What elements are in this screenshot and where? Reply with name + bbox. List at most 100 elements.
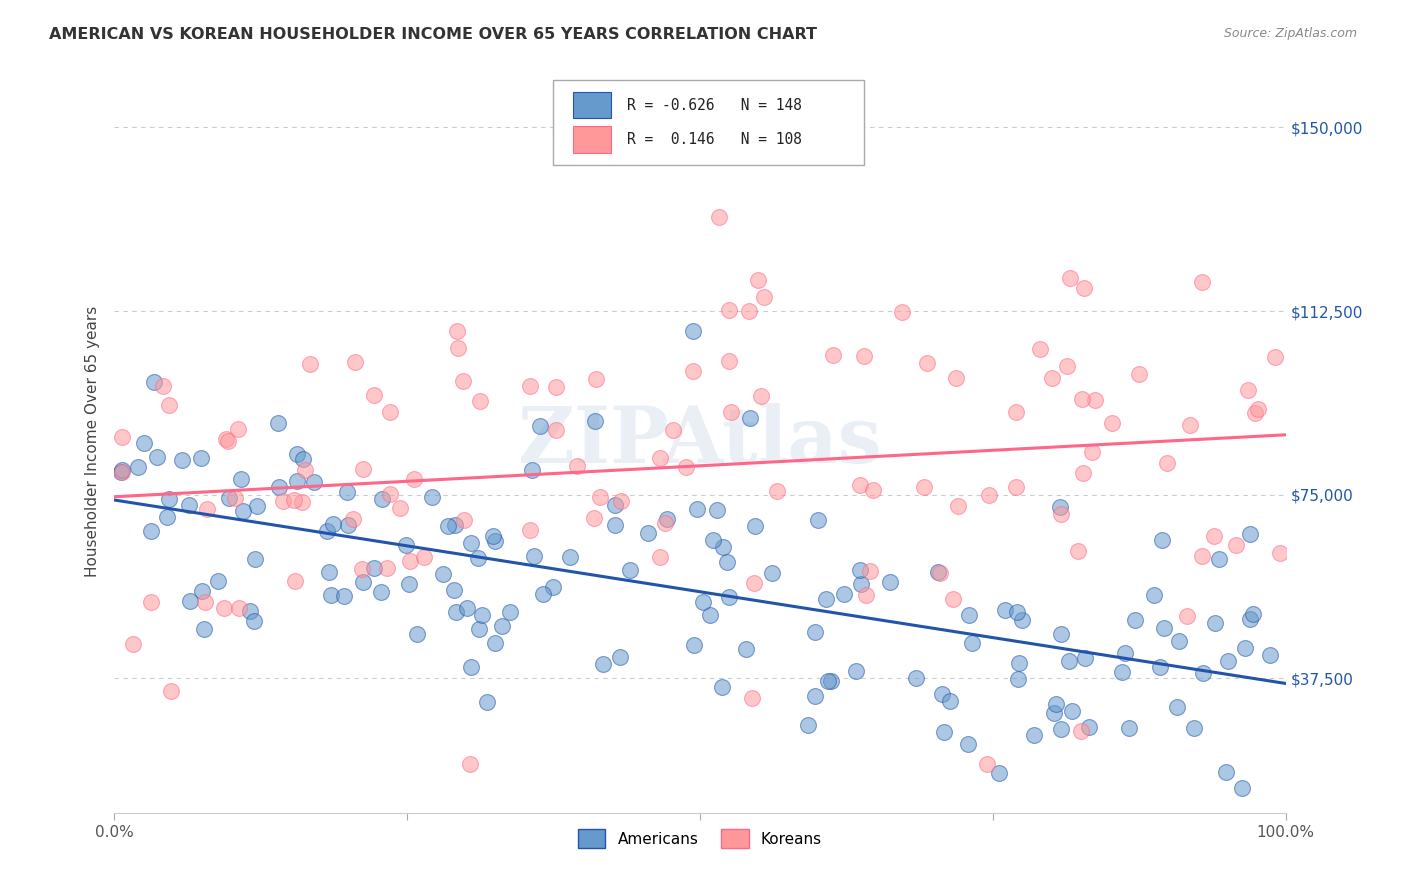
Point [858,565,880,579]
Point [232,504,254,518]
Point [499,605,522,619]
Point [834,586,856,600]
Point [299,357,322,371]
Point [363,388,385,402]
Point [738,411,761,425]
Point [977,488,1000,502]
Point [146,450,169,464]
Point [283,493,305,508]
Point [546,380,568,394]
Point [443,583,465,598]
Point [848,563,870,577]
Point [271,494,294,508]
Point [228,601,250,615]
Point [1029,343,1052,357]
Point [675,460,697,475]
Point [529,418,551,433]
Point [610,494,633,508]
Point [352,461,374,475]
Point [845,664,868,678]
Point [1156,456,1178,470]
Point [399,554,422,568]
Text: R = -0.626   N = 148: R = -0.626 N = 148 [627,97,803,112]
Point [194,595,217,609]
Bar [574,126,610,153]
Point [458,757,481,772]
Point [1166,699,1188,714]
Point [741,690,763,705]
Point [190,451,212,466]
Point [942,592,965,607]
Point [160,684,183,698]
Point [316,524,339,538]
Point [1007,672,1029,686]
Point [1059,654,1081,668]
Point [915,356,938,370]
Point [1239,527,1261,541]
Point [139,524,162,538]
Point [453,513,475,527]
Point [976,757,998,772]
Point [803,625,825,640]
Point [420,491,443,505]
Point [583,414,606,428]
Point [686,502,709,516]
Point [460,660,482,674]
Point [437,519,460,533]
Point [1270,546,1292,560]
Point [352,575,374,590]
Point [218,491,240,505]
Point [406,627,429,641]
Point [243,551,266,566]
Point [661,423,683,437]
Point [1049,500,1071,515]
Point [1152,533,1174,548]
Point [266,416,288,430]
Point [814,592,837,607]
Point [531,587,554,601]
Point [484,636,506,650]
Point [541,580,564,594]
Point [654,516,676,531]
Point [143,375,166,389]
Point [946,499,969,513]
Point [567,458,589,473]
Point [749,389,772,403]
Point [337,518,360,533]
Point [609,650,631,665]
Point [1149,660,1171,674]
Point [994,603,1017,617]
Point [932,725,955,739]
Point [388,501,411,516]
Point [1005,480,1028,494]
Point [190,584,212,599]
Point [157,492,180,507]
Point [879,575,901,590]
Point [239,604,262,618]
Point [738,304,761,318]
Point [718,354,741,368]
Point [1182,721,1205,735]
Point [471,608,494,623]
Point [682,364,704,378]
Point [637,525,659,540]
Legend: Americans, Koreans: Americans, Koreans [572,823,828,854]
Point [1258,648,1281,662]
Point [1191,549,1213,563]
Point [960,636,983,650]
Point [1040,371,1063,385]
Point [215,432,238,446]
Point [378,405,401,419]
Point [156,510,179,524]
Point [475,695,498,709]
Point [804,689,827,703]
Point [717,303,740,318]
Point [742,576,765,591]
Point [603,499,626,513]
Point [226,422,249,436]
Point [432,567,454,582]
Point [1241,607,1264,622]
Point [862,483,884,498]
Point [172,453,194,467]
Point [520,463,543,477]
